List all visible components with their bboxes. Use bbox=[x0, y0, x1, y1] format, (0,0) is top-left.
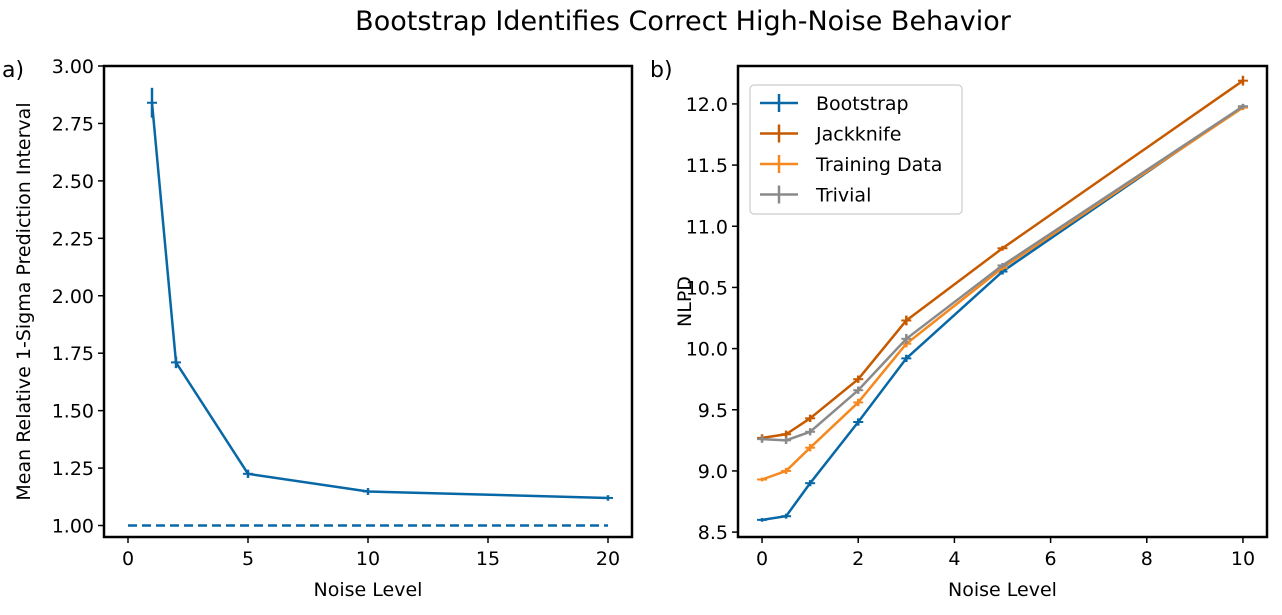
panel-b-y-tick-label: 9.5 bbox=[698, 400, 728, 422]
panel-a-y-tick-label: 2.50 bbox=[52, 171, 94, 193]
panel-b-x-tick-label: 10 bbox=[1231, 548, 1255, 570]
panel-b-label: b) bbox=[650, 58, 673, 83]
panel-b-y-tick-label: 8.5 bbox=[698, 522, 728, 544]
panel-b-x-tick-label: 6 bbox=[1045, 548, 1057, 570]
panel-a-series-0-line bbox=[150, 102, 609, 500]
panel-b-y-tick-label: 10.0 bbox=[686, 339, 728, 361]
panel-b-x-tick-label: 2 bbox=[852, 548, 864, 570]
panel-a-x-tick-label: 0 bbox=[122, 548, 134, 570]
panel-a-x-tick-label: 5 bbox=[242, 548, 254, 570]
panel-b-axes-frame bbox=[736, 64, 1269, 539]
panel-b-y-tick-label: 10.5 bbox=[686, 277, 728, 299]
panel-a-x-tick-label: 20 bbox=[596, 548, 620, 570]
panel-a-x-axis-label: Noise Level bbox=[314, 579, 423, 601]
panel-b-x-axis-label: Noise Level bbox=[948, 579, 1057, 601]
panel-a-y-tick-label: 2.25 bbox=[52, 228, 94, 250]
panel-a-y-axis-label: Mean Relative 1-Sigma Prediction Interva… bbox=[13, 102, 35, 500]
panel-b-x-tick-label: 8 bbox=[1141, 548, 1153, 570]
panel-b-legend-label: Trivial bbox=[815, 185, 871, 207]
panel-b-legend-label: Training Data bbox=[815, 154, 942, 176]
panel-a-y-tick-label: 1.00 bbox=[52, 516, 94, 538]
panel-a-axes-frame bbox=[102, 64, 634, 539]
panel-a-label: a) bbox=[2, 58, 24, 83]
panel-a-y-tick-label: 2.75 bbox=[52, 113, 94, 135]
panel-b-legend-label: Bootstrap bbox=[816, 93, 909, 115]
panel-b-y-tick-label: 11.5 bbox=[686, 155, 728, 177]
panel-b-legend-box bbox=[749, 84, 963, 215]
panel-a-y-tick-label: 2.00 bbox=[52, 286, 94, 308]
panel-a-y-tick-label: 1.75 bbox=[52, 343, 94, 365]
panel-b-x-tick-label: 0 bbox=[756, 548, 768, 570]
panel-b: b) 0 2 4 6 8 10 8.5 9.0 9.5 10.0 10.5 11.0 11.5 12.0 No… bbox=[650, 58, 1269, 601]
panel-b-y-tick-label: 12.0 bbox=[686, 94, 728, 116]
panel-a-x-tick-label: 10 bbox=[356, 548, 380, 570]
panel-a: a) 0 5 10 15 20 1.00 1.25 1.50 1.75 2.00 2.25 2.50 2.… bbox=[2, 56, 634, 601]
panel-b-y-tick-label: 9.0 bbox=[698, 461, 728, 483]
panel-b-y-tick-label: 11.0 bbox=[686, 216, 728, 238]
panel-a-y-tick-label: 1.50 bbox=[52, 401, 94, 423]
figure-title: Bootstrap Identifies Correct High-Noise … bbox=[355, 6, 1012, 37]
panel-b-legend-label: Jackknife bbox=[815, 124, 901, 146]
panel-b-x-tick-label: 4 bbox=[948, 548, 960, 570]
panel-a-y-tick-label: 1.25 bbox=[52, 458, 94, 480]
panel-a-y-tick-label: 3.00 bbox=[52, 56, 94, 78]
panel-a-x-tick-label: 15 bbox=[476, 548, 500, 570]
panel-b-y-axis-label: NLPD bbox=[674, 276, 696, 327]
